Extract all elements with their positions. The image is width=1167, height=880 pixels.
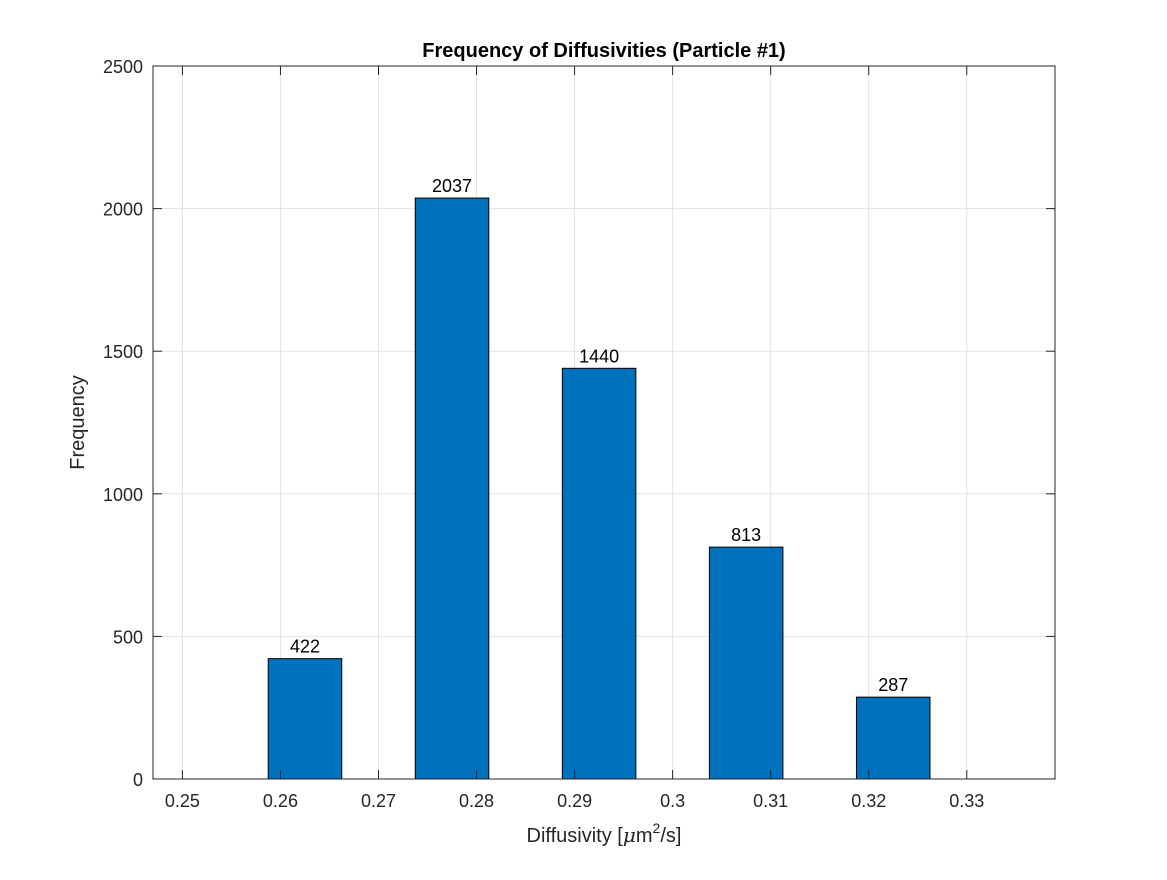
y-tick-label: 2000	[103, 200, 143, 220]
y-tick-label: 500	[113, 627, 143, 647]
x-tick-label: 0.28	[459, 791, 494, 811]
x-tick-label: 0.25	[165, 791, 200, 811]
y-axis-title: Frequency	[67, 375, 89, 470]
bar	[414, 197, 490, 780]
bars	[267, 197, 931, 780]
bar	[855, 696, 931, 780]
bar	[267, 658, 343, 780]
chart-title: Frequency of Diffusivities (Particle #1)	[422, 40, 785, 62]
x-tick-label: 0.33	[949, 791, 984, 811]
x-axis-title: Diffusivity [μm2/s]	[527, 820, 682, 847]
x-axis-title-superscript: 2	[653, 820, 661, 836]
x-axis-title-unit: m	[636, 825, 653, 847]
x-tick-label: 0.31	[753, 791, 788, 811]
x-tick-label: 0.27	[361, 791, 396, 811]
x-axis-title-prefix: Diffusivity [	[527, 825, 624, 847]
y-tick-label: 0	[133, 770, 143, 790]
x-axis-title-suffix: /s]	[660, 825, 681, 847]
plot-area-frame	[152, 65, 1056, 780]
bar-value-label: 422	[290, 637, 320, 657]
bar-value-label: 287	[878, 675, 908, 695]
y-tick-label: 2500	[103, 57, 143, 77]
x-tick-label: 0.26	[263, 791, 298, 811]
bar-value-label: 1440	[579, 346, 619, 366]
y-axis-tick-labels: 0 500 1000 1500 2000 2500	[103, 57, 143, 790]
bar	[708, 546, 784, 780]
x-tick-label: 0.29	[557, 791, 592, 811]
x-axis-tick-labels: 0.25 0.26 0.27 0.28 0.29 0.3 0.31 0.32 0.33	[165, 791, 984, 811]
x-axis-title-mu: μ	[623, 823, 636, 847]
bar-value-label: 2037	[432, 176, 472, 196]
x-tick-label: 0.3	[660, 791, 685, 811]
bar-data-labels: 422 2037 1440 813 287	[290, 176, 908, 695]
x-tick-label: 0.32	[851, 791, 886, 811]
tick-marks	[153, 65, 1055, 780]
bar-value-label: 813	[731, 525, 761, 545]
y-tick-label: 1000	[103, 485, 143, 505]
bar	[561, 367, 637, 780]
y-tick-label: 1500	[103, 342, 143, 362]
